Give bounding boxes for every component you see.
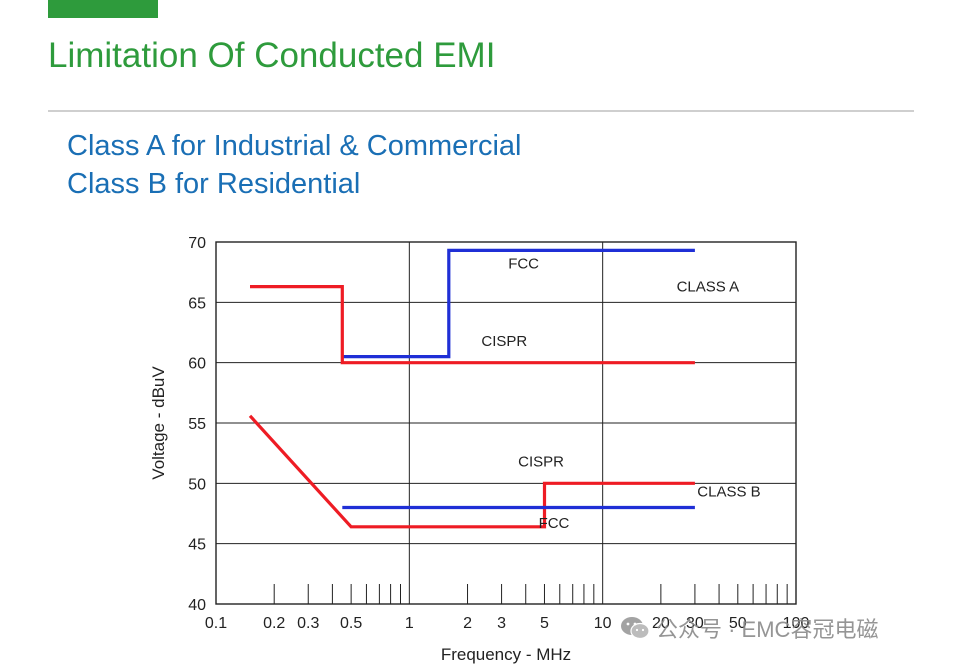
x-tick-label: 100: [783, 615, 810, 632]
title-divider: [48, 110, 914, 112]
subtitle-line-2: Class B for Residential: [67, 168, 361, 200]
x-tick-label: 30: [686, 615, 704, 632]
annotation-cispr: CISPR: [518, 453, 564, 470]
x-tick-label: 3: [497, 615, 506, 632]
y-tick-label: 70: [188, 235, 206, 252]
y-tick-label: 40: [188, 597, 206, 614]
x-tick-label: 50: [729, 615, 747, 632]
x-tick-label: 1: [405, 615, 414, 632]
x-tick-label: 0.1: [205, 615, 227, 632]
x-tick-label: 0.2: [263, 615, 285, 632]
watermark-text: 公众号 · EMC容冠电磁: [656, 617, 879, 642]
x-tick-label: 20: [652, 615, 670, 632]
chart-text: 40 45 50 55 60 65 70 0.1 0.2 0.3 0.5 1 2 3 5 10 20 30 50 10…: [149, 235, 809, 664]
x-tick-label: 2: [463, 615, 472, 632]
slide-title: Limitation Of Conducted EMI: [48, 36, 496, 75]
cispr-class-b-line: [248, 414, 695, 529]
accent-bar: [48, 0, 158, 18]
cispr-class-a-line: [250, 285, 695, 365]
y-tick-label: 65: [188, 295, 206, 312]
watermark: 公众号 · EMC容冠电磁: [620, 614, 878, 642]
y-tick-label: 60: [188, 356, 206, 373]
y-tick-label: 45: [188, 537, 206, 554]
x-tick-label: 10: [594, 615, 612, 632]
x-tick-label: 5: [540, 615, 549, 632]
annotation-cispr: CISPR: [481, 333, 527, 350]
annotation-class-b: CLASS B: [697, 484, 760, 501]
annotation-class-a: CLASS A: [677, 278, 740, 295]
chart-series: [248, 248, 695, 529]
chart-grid: [215, 241, 797, 605]
y-tick-label: 55: [188, 416, 206, 433]
x-tick-label: 0.5: [340, 615, 362, 632]
fcc-class-a-line: [342, 248, 695, 359]
y-tick-label: 50: [188, 476, 206, 493]
annotation-fcc: FCC: [508, 256, 539, 273]
x-axis-label: Frequency - MHz: [441, 645, 571, 664]
y-axis-label: Voltage - dBuV: [149, 366, 168, 480]
annotation-fcc: FCC: [539, 515, 570, 532]
wechat-icon: [621, 617, 650, 640]
subtitle-line-1: Class A for Industrial & Commercial: [67, 130, 522, 162]
x-tick-label: 0.3: [297, 615, 319, 632]
